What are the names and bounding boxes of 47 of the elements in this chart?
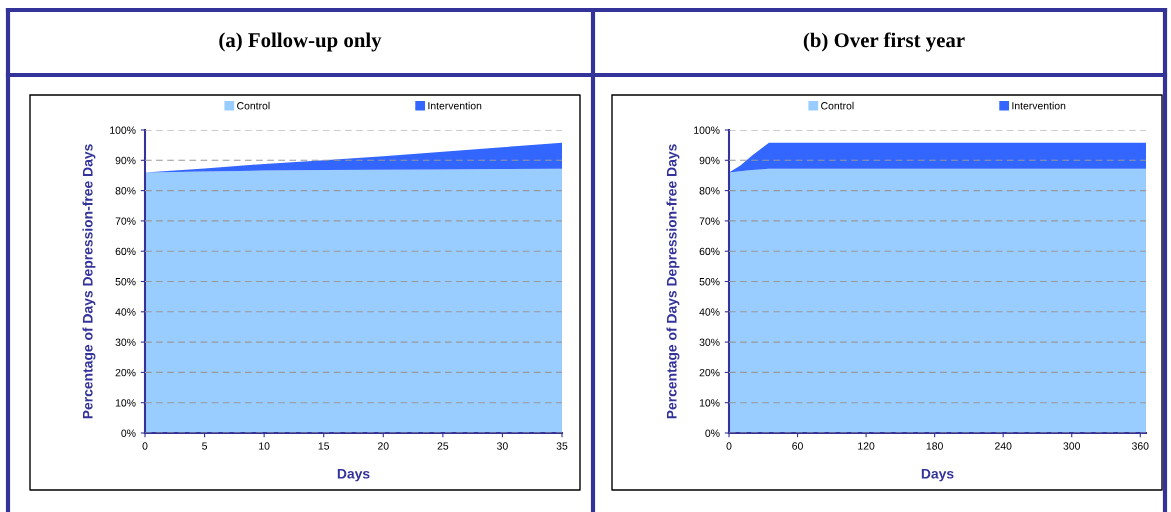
y-tick-label: 80% <box>699 187 720 195</box>
x-tick-label: 35 <box>556 442 568 450</box>
y-axis-title: Percentage of Days Depression-free Days <box>666 144 680 419</box>
y-tick-label: 70% <box>115 217 136 225</box>
x-tick-label: 30 <box>497 442 508 450</box>
legend-label: Intervention <box>1012 101 1066 110</box>
x-tick-label: 15 <box>318 442 330 450</box>
chart-title: (a) Follow-up only <box>219 32 382 52</box>
y-tick-label: 100% <box>110 126 136 134</box>
y-tick-label: 40% <box>699 308 720 316</box>
x-tick-label: 60 <box>792 442 803 450</box>
x-axis-title: Days <box>921 468 954 482</box>
x-tick-label: 25 <box>437 442 449 450</box>
y-tick-label: 70% <box>699 217 720 225</box>
y-axis-title: Percentage of Days Depression-free Days <box>82 144 96 419</box>
y-tick-label: 90% <box>699 156 720 165</box>
y-tick-label: 100% <box>694 126 720 134</box>
chart-title: (b) Over first year <box>803 32 965 52</box>
x-tick-label: 240 <box>995 442 1012 450</box>
legend-label: Control <box>237 101 270 110</box>
x-tick-label: 10 <box>259 442 270 450</box>
y-tick-label: 0% <box>121 429 136 437</box>
y-tick-label: 10% <box>699 399 720 407</box>
y-tick-label: 60% <box>699 247 720 256</box>
legend-label: Control <box>821 101 854 110</box>
x-tick-label: 120 <box>858 442 875 450</box>
y-tick-label: 40% <box>115 308 136 316</box>
x-tick-label: 20 <box>378 442 389 450</box>
y-tick-label: 80% <box>115 187 136 195</box>
x-tick-label: 0 <box>142 442 148 450</box>
legend-label: Intervention <box>428 101 482 110</box>
x-axis-title: Days <box>337 468 370 482</box>
y-tick-label: 50% <box>115 278 136 286</box>
y-tick-label: 90% <box>115 156 136 165</box>
x-tick-label: 5 <box>202 442 208 450</box>
y-tick-label: 50% <box>699 278 720 286</box>
y-tick-label: 60% <box>115 247 136 256</box>
y-tick-label: 20% <box>115 368 136 377</box>
x-tick-label: 360 <box>1132 442 1149 450</box>
y-tick-label: 10% <box>115 399 136 407</box>
x-tick-label: 180 <box>926 442 943 450</box>
x-tick-label: 300 <box>1063 442 1081 450</box>
y-tick-label: 30% <box>699 338 720 346</box>
y-tick-label: 0% <box>705 429 720 437</box>
y-tick-label: 20% <box>699 368 720 377</box>
y-tick-label: 30% <box>115 338 136 346</box>
x-tick-label: 0 <box>726 442 732 450</box>
